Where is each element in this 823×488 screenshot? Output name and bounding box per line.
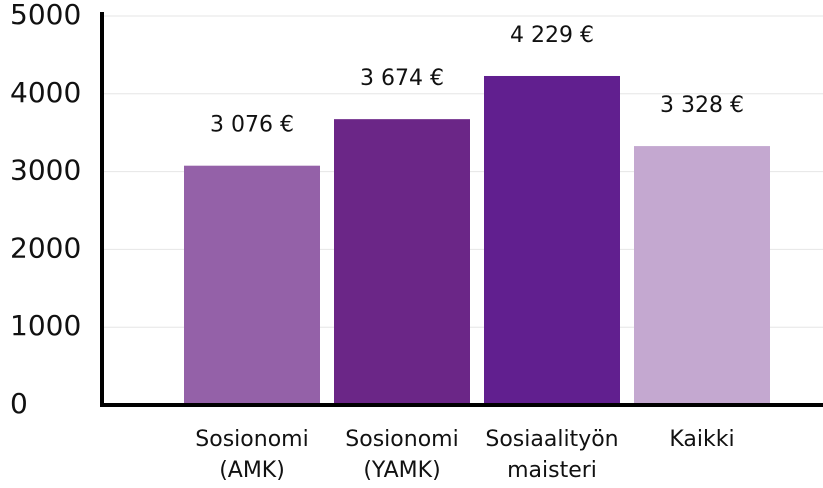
bar	[634, 146, 770, 405]
y-tick-label: 2000	[10, 231, 81, 264]
value-label: 3 076 €	[210, 113, 294, 138]
value-label: 3 328 €	[660, 93, 744, 118]
x-tick-label: Sosionomi (AMK)	[195, 427, 308, 483]
bar	[484, 75, 620, 406]
x-tick-label: Sosionomi (YAMK)	[345, 427, 458, 483]
value-label: 3 674 €	[360, 66, 444, 91]
bar	[334, 119, 470, 405]
y-tick-label: 4000	[10, 76, 81, 109]
bar	[184, 165, 320, 405]
y-tick-label: 0	[10, 387, 28, 420]
y-tick-label: 3000	[10, 154, 81, 187]
y-tick-label: 5000	[10, 0, 81, 31]
y-tick-label: 1000	[10, 309, 81, 342]
x-tick-label: Sosiaalityön maisteri	[485, 427, 618, 483]
x-tick-label: Kaikki	[669, 427, 734, 452]
value-label: 4 229 €	[510, 23, 594, 48]
